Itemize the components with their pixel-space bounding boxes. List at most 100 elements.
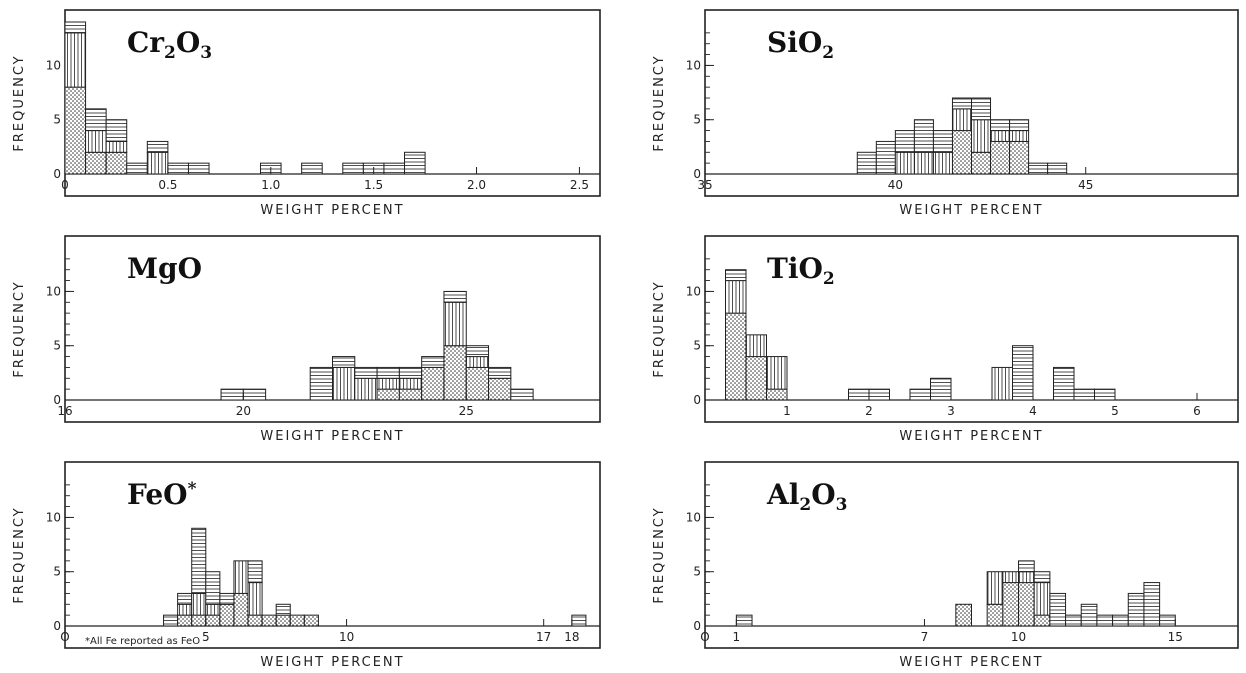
histogram-bar-segment (242, 388, 267, 401)
y-tick-label: 5 (53, 565, 61, 579)
histogram-bar-segment (177, 614, 193, 627)
histogram-panel: 0 5 10 16 20 25 WEIGHT PERCENT FREQUENCY MgO (12, 235, 601, 444)
histogram-bar-segment (913, 151, 934, 175)
histogram-bar-segment (105, 151, 128, 175)
footnote: *All Fe reported as FeO (85, 636, 200, 647)
histogram-bar-segment (725, 312, 747, 401)
histogram-bar-segment (261, 614, 277, 627)
histogram-bar-segment (376, 377, 400, 390)
x-tick-label: 4 (1029, 404, 1037, 418)
histogram-bar-segment (951, 97, 973, 110)
histogram-bar-segment (233, 592, 249, 627)
histogram-bar-segment (465, 366, 490, 401)
chart-title: TiO2 (767, 252, 835, 289)
histogram-bar-segment (1018, 560, 1035, 573)
histogram-bar-segment (146, 151, 169, 175)
histogram-bar-segment (421, 356, 445, 368)
histogram-bar-segment (105, 119, 128, 142)
y-axis-label: FREQUENCY (12, 280, 27, 377)
x-tick-label: 10 (1011, 630, 1026, 644)
chart-title: MgO (127, 252, 202, 285)
histogram-bar-segment (725, 280, 747, 314)
histogram-bar-segment (1033, 571, 1051, 584)
histogram-bar-segment (354, 366, 378, 379)
histogram-bar-segment (1096, 614, 1114, 627)
x-tick-label: 45 (1078, 178, 1093, 192)
histogram-bar-segment (205, 614, 221, 627)
histogram-bar-segment (488, 377, 512, 401)
chart-title: Cr2O3 (127, 26, 212, 63)
histogram-bar-segment (1112, 614, 1129, 627)
panel-frame (64, 461, 601, 649)
histogram-bar-segment (205, 603, 221, 616)
y-tick-label: 10 (46, 58, 61, 72)
x-tick-label: 40 (888, 178, 903, 192)
histogram-bar-segment (247, 560, 263, 584)
histogram-bar-segment (85, 130, 107, 153)
histogram-bar-segment (932, 130, 953, 153)
histogram-bar-segment (376, 388, 400, 401)
histogram-bar-segment (951, 130, 973, 175)
histogram-bar-segment (354, 377, 378, 401)
histogram-bar-segment (510, 388, 534, 401)
x-axis-label: WEIGHT PERCENT (899, 655, 1043, 670)
x-tick-label: 10 (339, 630, 354, 644)
x-tick-label: 20 (236, 404, 251, 418)
y-axis-label: FREQUENCY (652, 54, 667, 151)
y-tick-label: 10 (686, 58, 701, 72)
histogram-bar-segment (1047, 162, 1068, 175)
x-tick-label: 0.5 (158, 178, 177, 192)
histogram-bar-segment (191, 527, 207, 594)
y-tick-label: 0 (53, 167, 61, 181)
histogram-bar-segment (1065, 614, 1082, 627)
x-tick-label: 7 (921, 630, 929, 644)
histogram-bar-segment (443, 345, 467, 401)
histogram-bar-segment (167, 162, 189, 175)
histogram-bar-segment (443, 301, 467, 347)
histogram-bar-segment (971, 97, 992, 121)
y-tick-label: 10 (686, 510, 701, 524)
histogram-bar-segment (1080, 603, 1098, 627)
histogram-bar-segment (146, 140, 169, 153)
histogram-bar-segment (1073, 388, 1095, 401)
histogram-bar-segment (986, 571, 1004, 605)
histogram-bar-segment (990, 130, 1011, 142)
histogram-bar-segment (932, 151, 953, 175)
histogram-bar-segment (64, 32, 87, 88)
histogram-bar-segment (398, 366, 423, 379)
histogram-bar-segment (275, 603, 291, 616)
histogram-bar-segment (187, 162, 210, 175)
x-tick-label: 6 (1193, 404, 1201, 418)
panel-frame (704, 9, 1239, 197)
x-tick-label: 17 (536, 630, 551, 644)
histogram-bar-segment (1028, 162, 1049, 175)
histogram-bar-segment (990, 140, 1011, 175)
histogram-bar-segment (971, 119, 992, 153)
histogram-bar-segment (875, 140, 896, 175)
histogram-bar-segment (1002, 582, 1020, 627)
histogram-bar-segment (85, 151, 107, 175)
x-axis-label: WEIGHT PERCENT (899, 203, 1043, 218)
histogram-bar-segment (64, 21, 87, 34)
histogram-bar-segment (1159, 614, 1176, 627)
x-tick-label: 1 (783, 404, 791, 418)
y-tick-label: 10 (46, 284, 61, 298)
histogram-bar-segment (894, 130, 915, 153)
histogram-bar-segment (735, 614, 753, 627)
y-tick-label: 5 (693, 339, 701, 353)
histogram-bar-segment (219, 603, 235, 627)
histogram-bar-segment (177, 592, 193, 605)
histogram-bar-segment (725, 269, 747, 282)
histogram-bar-segment (205, 571, 221, 605)
y-tick-label: 10 (686, 284, 701, 298)
histogram-bar-segment (289, 614, 305, 627)
y-tick-label: 0 (693, 619, 701, 633)
histogram-bar-segment (1033, 582, 1051, 616)
histogram-bar-segment (191, 614, 207, 627)
histogram-bar-segment (913, 119, 934, 153)
y-tick-label: 0 (693, 167, 701, 181)
y-tick-label: 10 (46, 510, 61, 524)
histogram-bar-segment (85, 108, 107, 132)
y-tick-label: 5 (693, 565, 701, 579)
x-tick-label: 2.5 (570, 178, 589, 192)
